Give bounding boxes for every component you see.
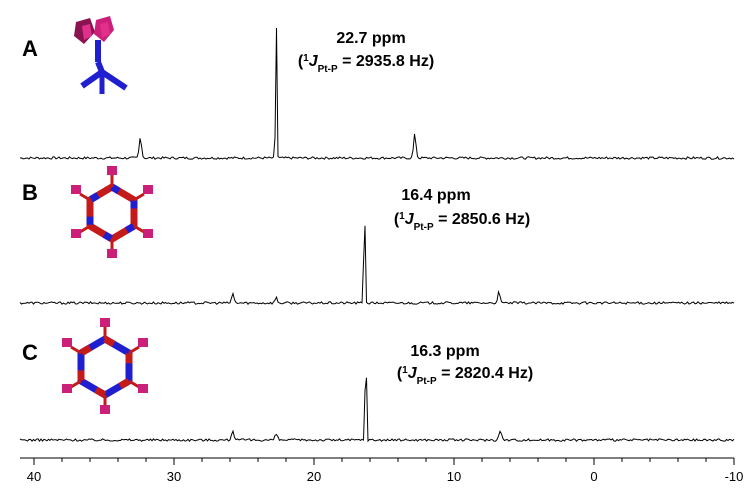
spectrum-a-trace xyxy=(19,27,735,160)
panel-b-label: B xyxy=(22,180,38,205)
panel-a-coupling: (1JPt-P = 2935.8 Hz) xyxy=(298,53,434,75)
panel-c-label: C xyxy=(22,340,38,365)
dimer-clip-icon xyxy=(74,16,128,94)
panel-c-coupling: (1JPt-P = 2820.4 Hz) xyxy=(397,365,533,387)
spectrum-b-trace xyxy=(19,225,735,305)
x-tick-label: 10 xyxy=(447,469,461,484)
hexagonal-macrocycle-icon-c xyxy=(62,318,148,414)
x-tick-label: 40 xyxy=(27,469,41,484)
panel-a: A 22.7 ppm (1JPt-P = 2935.8 Hz) xyxy=(19,16,735,160)
panel-a-shift: 22.7 ppm xyxy=(336,30,405,47)
x-tick-label: 20 xyxy=(307,469,321,484)
x-axis-ticks: 40 30 20 10 0 -10 xyxy=(27,458,744,484)
x-tick-label: -10 xyxy=(725,469,744,484)
panel-c: C 16.3 ppm (1JPt-P = 2820.4 Hz) xyxy=(19,318,735,443)
panel-a-label: A xyxy=(22,36,38,61)
hexagonal-macrocycle-icon-b xyxy=(71,166,153,258)
panel-b-coupling: (1JPt-P = 2850.6 Hz) xyxy=(394,211,530,233)
panel-c-shift: 16.3 ppm xyxy=(410,343,479,360)
x-tick-label: 0 xyxy=(590,469,597,484)
x-tick-label: 30 xyxy=(167,469,181,484)
x-axis: 40 30 20 10 0 -10 xyxy=(20,457,744,484)
panel-b: B 16.4 ppm (1JPt-P = 2850.6 Hz) xyxy=(19,166,735,305)
panel-b-shift: 16.4 ppm xyxy=(401,187,470,204)
spectrum-c-trace xyxy=(19,377,735,443)
